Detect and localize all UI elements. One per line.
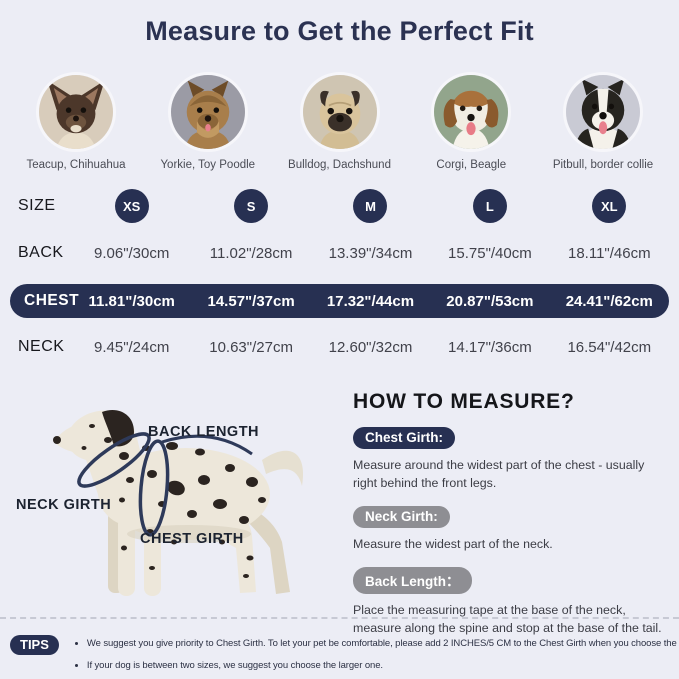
back-value-xl: 18.11"/46cm [567,244,651,262]
neck-value-m: 12.60"/32cm [328,338,413,356]
pug-icon [302,75,377,149]
tip-item-2: If your dog is between two sizes, we sug… [87,660,679,671]
yorkie-icon [170,75,245,149]
size-badge-xl: XL [592,189,627,223]
chest-girth-pill: Chest Girth: [353,427,456,449]
border-collie-icon [566,75,640,149]
tip-item-1: We suggest you give priority to Chest Gi… [87,638,679,649]
row-label-chest: CHEST [24,292,80,309]
chest-value-m: 17.32"/44cm [326,292,415,310]
dashed-divider [0,617,679,619]
dog-caption: Bulldog, Dachshund [288,159,391,171]
row-label-back: BACK [18,244,64,261]
how-to-measure-section: HOW TO MEASURE? Chest Girth: Measure aro… [353,390,671,651]
back-length-label: BACK LENGTH [148,424,260,440]
size-badge-s: S [234,189,269,223]
chest-girth-label: CHEST GIRTH [140,531,244,547]
measure-item-chest: Chest Girth: Measure around the widest p… [353,427,671,493]
neck-value-s: 10.63"/27cm [209,338,293,356]
back-length-text: Place the measuring tape at the base of … [353,602,662,635]
neck-value-xl: 16.54"/42cm [567,338,652,356]
dog-caption: Corgi, Beagle [436,159,507,171]
table-row-neck: NECK 9.45"/24cm 10.63"/27cm 12.60"/32cm … [10,324,669,370]
neck-girth-text: Measure the widest part of the neck. [353,536,553,551]
how-to-measure-heading: HOW TO MEASURE? [353,390,575,413]
chest-value-xs: 11.81"/30cm [88,292,175,310]
dog-breeds-row: Teacup, Chihuahua Yo [14,72,665,171]
size-badge-m: M [353,189,388,223]
chest-girth-text: Measure around the widest part of the ch… [353,458,645,490]
dog-caption: Teacup, Chihuahua [26,159,126,171]
yorkie-photo [167,72,248,152]
neck-value-l: 14.17"/36cm [448,338,532,356]
size-badge-l: L [472,189,507,223]
chest-value-l: 20.87"/53cm [446,292,534,310]
neck-girth-pill: Neck Girth: [353,505,450,528]
measure-item-neck: Neck Girth: Measure the widest part of t… [353,505,671,554]
back-value-m: 13.39"/34cm [328,244,413,262]
page-title: Measure to Get the Perfect Fit [145,16,534,46]
table-row-size: SIZE XS S M L XL [10,186,669,226]
chest-value-s: 14.57"/37cm [207,292,295,310]
measurement-diagram: BACK LENGTH NECK GIRTH CHEST GIRTH [0,392,348,616]
tips-badge: TIPS [10,635,59,655]
row-label-neck: NECK [18,338,65,355]
dog-col-bulldog: Bulldog, Dachshund [278,72,402,171]
dog-col-beagle: Corgi, Beagle [409,72,533,171]
back-value-s: 11.02"/28cm [209,244,293,262]
chihuahua-icon [39,75,113,149]
back-length-pill: Back Length： [353,566,472,594]
dog-caption: Yorkie, Toy Poodle [160,159,256,171]
dog-col-yorkie: Yorkie, Toy Poodle [146,72,270,171]
tips-section: TIPS We suggest you give priority to Che… [10,631,679,679]
border-collie-photo [563,72,643,152]
dog-col-collie: Pitbull, border collie [541,72,665,171]
dalmatian-illustration [53,410,304,596]
chest-value-xl: 24.41"/62cm [565,292,653,310]
dog-caption: Pitbull, border collie [552,159,654,171]
chihuahua-photo [36,72,116,152]
size-table: SIZE XS S M L XL BACK 9.06"/30cm 11.02"/… [10,186,669,370]
row-label-size: SIZE [18,197,56,214]
table-row-back: BACK 9.06"/30cm 11.02"/28cm 13.39"/34cm … [10,230,669,276]
tips-list: We suggest you give priority to Chest Gi… [71,638,679,679]
neck-girth-label: NECK GIRTH [16,497,112,513]
pug-photo [299,72,380,152]
back-value-l: 15.75"/40cm [448,244,532,262]
beagle-photo [431,72,512,152]
neck-value-xs: 9.45"/24cm [94,338,170,356]
back-value-xs: 9.06"/30cm [94,244,170,262]
size-badge-xs: XS [114,189,149,223]
table-row-chest-highlighted: CHEST 11.81"/30cm 14.57"/37cm 17.32"/44c… [10,284,669,318]
beagle-icon [434,75,509,149]
dog-col-chihuahua: Teacup, Chihuahua [14,72,138,171]
measure-item-back: Back Length： Place the measuring tape at… [353,566,671,638]
